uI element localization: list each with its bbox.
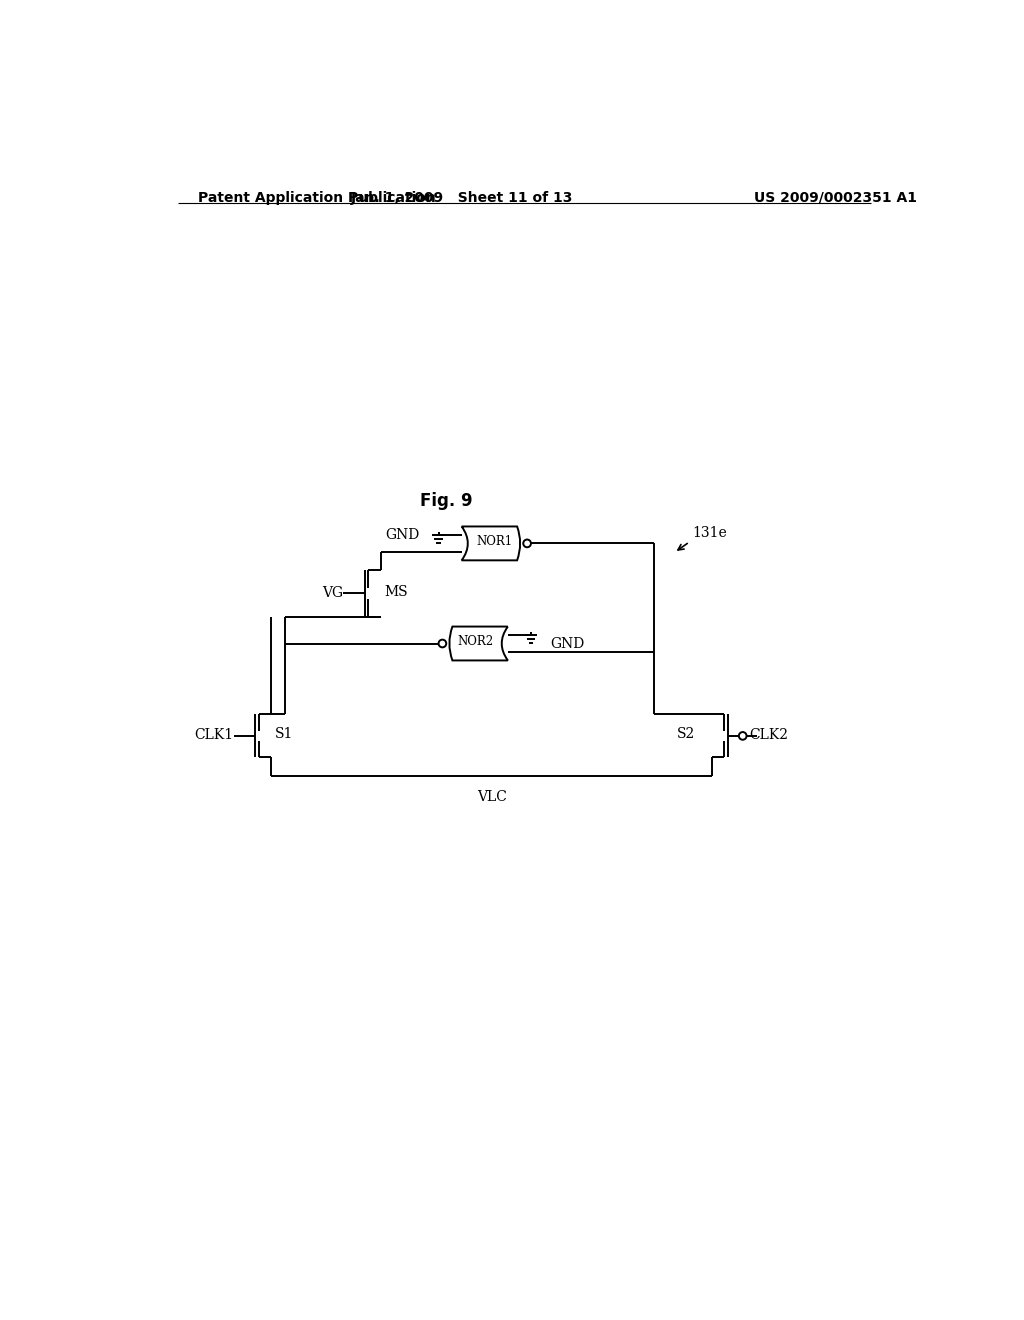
- Text: GND: GND: [550, 636, 585, 651]
- Text: 131e: 131e: [692, 527, 727, 540]
- Text: MS: MS: [384, 585, 408, 599]
- Text: S1: S1: [274, 727, 293, 742]
- Text: NOR2: NOR2: [458, 635, 494, 648]
- Text: CLK1: CLK1: [195, 729, 233, 742]
- Text: VG: VG: [322, 586, 343, 599]
- Text: Jan. 1, 2009   Sheet 11 of 13: Jan. 1, 2009 Sheet 11 of 13: [350, 191, 572, 205]
- Text: GND: GND: [385, 528, 419, 543]
- Text: Fig. 9: Fig. 9: [420, 492, 472, 510]
- Text: S2: S2: [677, 727, 695, 742]
- Text: CLK2: CLK2: [750, 729, 788, 742]
- Text: Patent Application Publication: Patent Application Publication: [199, 191, 436, 205]
- Text: VLC: VLC: [477, 789, 507, 804]
- Text: NOR1: NOR1: [476, 536, 512, 548]
- Text: US 2009/0002351 A1: US 2009/0002351 A1: [755, 191, 918, 205]
